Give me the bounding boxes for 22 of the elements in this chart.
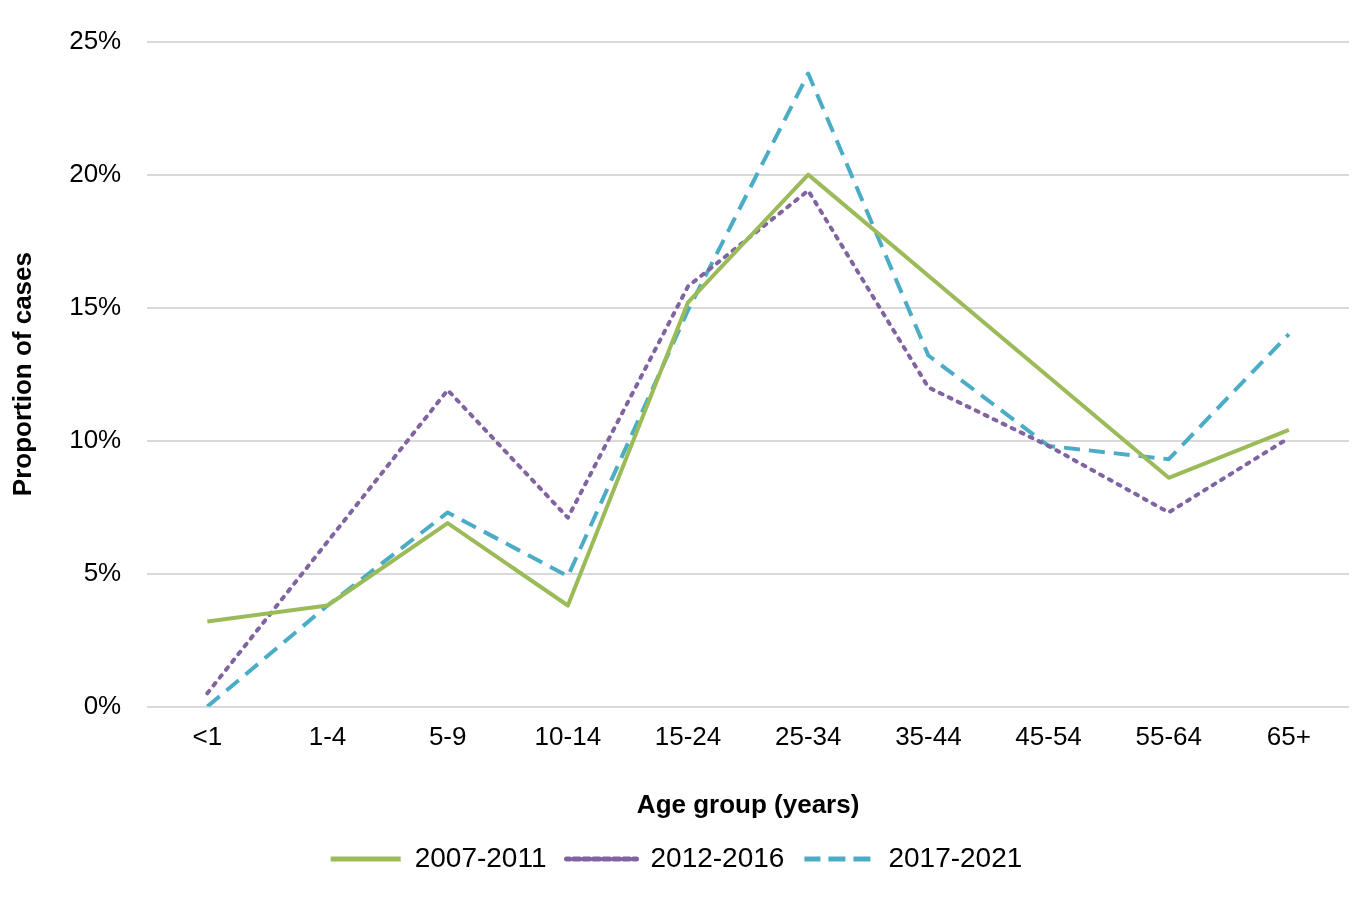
x-tick-label: 25-34 [774,721,842,752]
x-tick-label: 5-9 [428,721,467,752]
x-tick-label: <1 [192,721,223,752]
line-series [205,71,1291,707]
y-tick-label: 0% [83,689,122,720]
legend-label: 2007-2011 [414,841,547,873]
y-tick-label: 5% [83,556,122,587]
legend-label: 2017-2021 [888,841,1023,873]
x-tick-label: 1-4 [308,721,347,752]
x-axis-title: Age group (years) [636,788,860,819]
x-tick-label: 65+ [1266,721,1311,752]
y-axis-title: Proportion of cases [6,252,37,497]
x-tick-label: 10-14 [534,721,602,752]
x-tick-label: 55-64 [1135,721,1202,752]
x-tick-label: 15-24 [654,721,722,752]
legend-label: 2012-2016 [650,841,785,873]
y-tick-label: 15% [69,290,122,321]
x-tick-label: 35-44 [895,721,962,752]
y-tick-label: 10% [69,423,122,454]
x-tick-label: 45-54 [1015,721,1082,752]
y-tick-label: 25% [69,24,122,55]
y-tick-label: 20% [69,157,122,188]
